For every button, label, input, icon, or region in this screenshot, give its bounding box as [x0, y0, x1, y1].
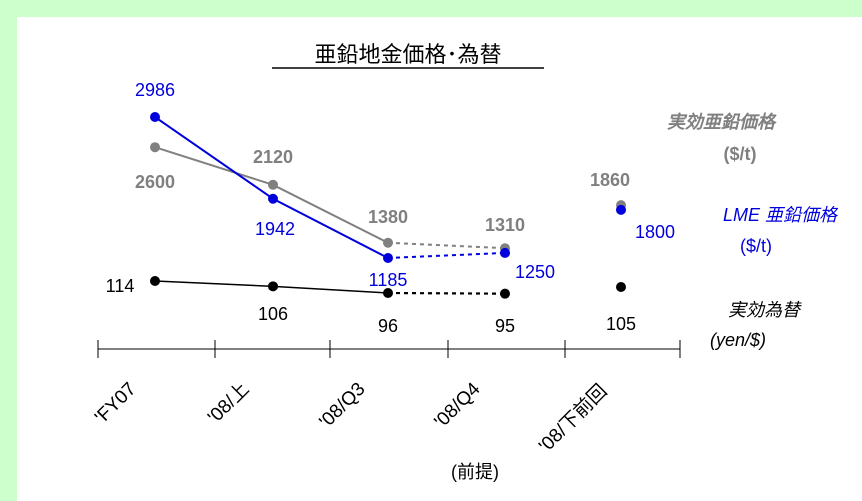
x-axis-ticks — [97, 340, 681, 358]
data-point — [150, 142, 160, 153]
category-label: 'FY07 — [91, 379, 141, 429]
data-point — [383, 237, 393, 248]
data-point — [268, 193, 278, 204]
data-label: 2986 — [135, 80, 175, 100]
series-name-fx: 実効為替 — [728, 300, 802, 320]
chart-marks — [150, 112, 626, 299]
category-labels: 'FY07 '08/上 '08/Q3 '08/Q4 '08/下前回 — [91, 378, 612, 457]
series-unit-fx: (yen/$) — [710, 330, 766, 350]
data-label: 1942 — [255, 219, 295, 239]
data-label: 1250 — [515, 262, 555, 282]
data-label: 2120 — [253, 147, 293, 167]
data-label: 96 — [378, 316, 398, 336]
data-label: 106 — [258, 304, 288, 324]
category-label: '08/上 — [203, 378, 253, 428]
data-point — [500, 288, 510, 299]
data-point — [616, 282, 626, 292]
series-name-lme: LME 亜鉛価格 — [723, 205, 839, 225]
data-labels: 2600 2120 1380 1310 1860 2986 1942 1185 1250 1800… — [106, 80, 675, 336]
data-label: 1800 — [635, 222, 675, 242]
data-label: 1185 — [369, 270, 408, 290]
data-point — [616, 204, 626, 215]
data-point — [383, 288, 393, 298]
data-label: 1310 — [485, 215, 525, 235]
series-unit-zinc-actual: ($/t) — [724, 144, 757, 164]
category-label: '08/Q4 — [431, 378, 485, 432]
chart-panel — [17, 17, 862, 501]
series-line-dashed — [387, 291, 506, 295]
data-label: 114 — [106, 276, 135, 296]
data-point — [150, 276, 160, 286]
category-label: '08/下前回 — [534, 380, 611, 457]
data-label: 1380 — [368, 207, 408, 227]
data-label: 95 — [495, 316, 515, 336]
data-label: 2600 — [135, 172, 175, 192]
series-name-zinc-actual: 実効亜鉛価格 — [667, 112, 777, 132]
data-point — [500, 247, 510, 258]
category-label: '08/Q3 — [316, 379, 370, 433]
data-label: 1860 — [590, 170, 630, 190]
data-label: 105 — [606, 314, 636, 334]
category-note: (前提) — [451, 462, 499, 482]
series-line-dashed — [387, 241, 506, 250]
data-point — [383, 253, 393, 263]
series-line-dashed — [387, 251, 506, 259]
data-point — [150, 112, 160, 122]
data-point — [268, 281, 278, 292]
chart-title: 亜鉛地金価格･為替 — [314, 42, 501, 67]
series-unit-lme: ($/t) — [740, 236, 772, 256]
data-point — [268, 179, 278, 190]
